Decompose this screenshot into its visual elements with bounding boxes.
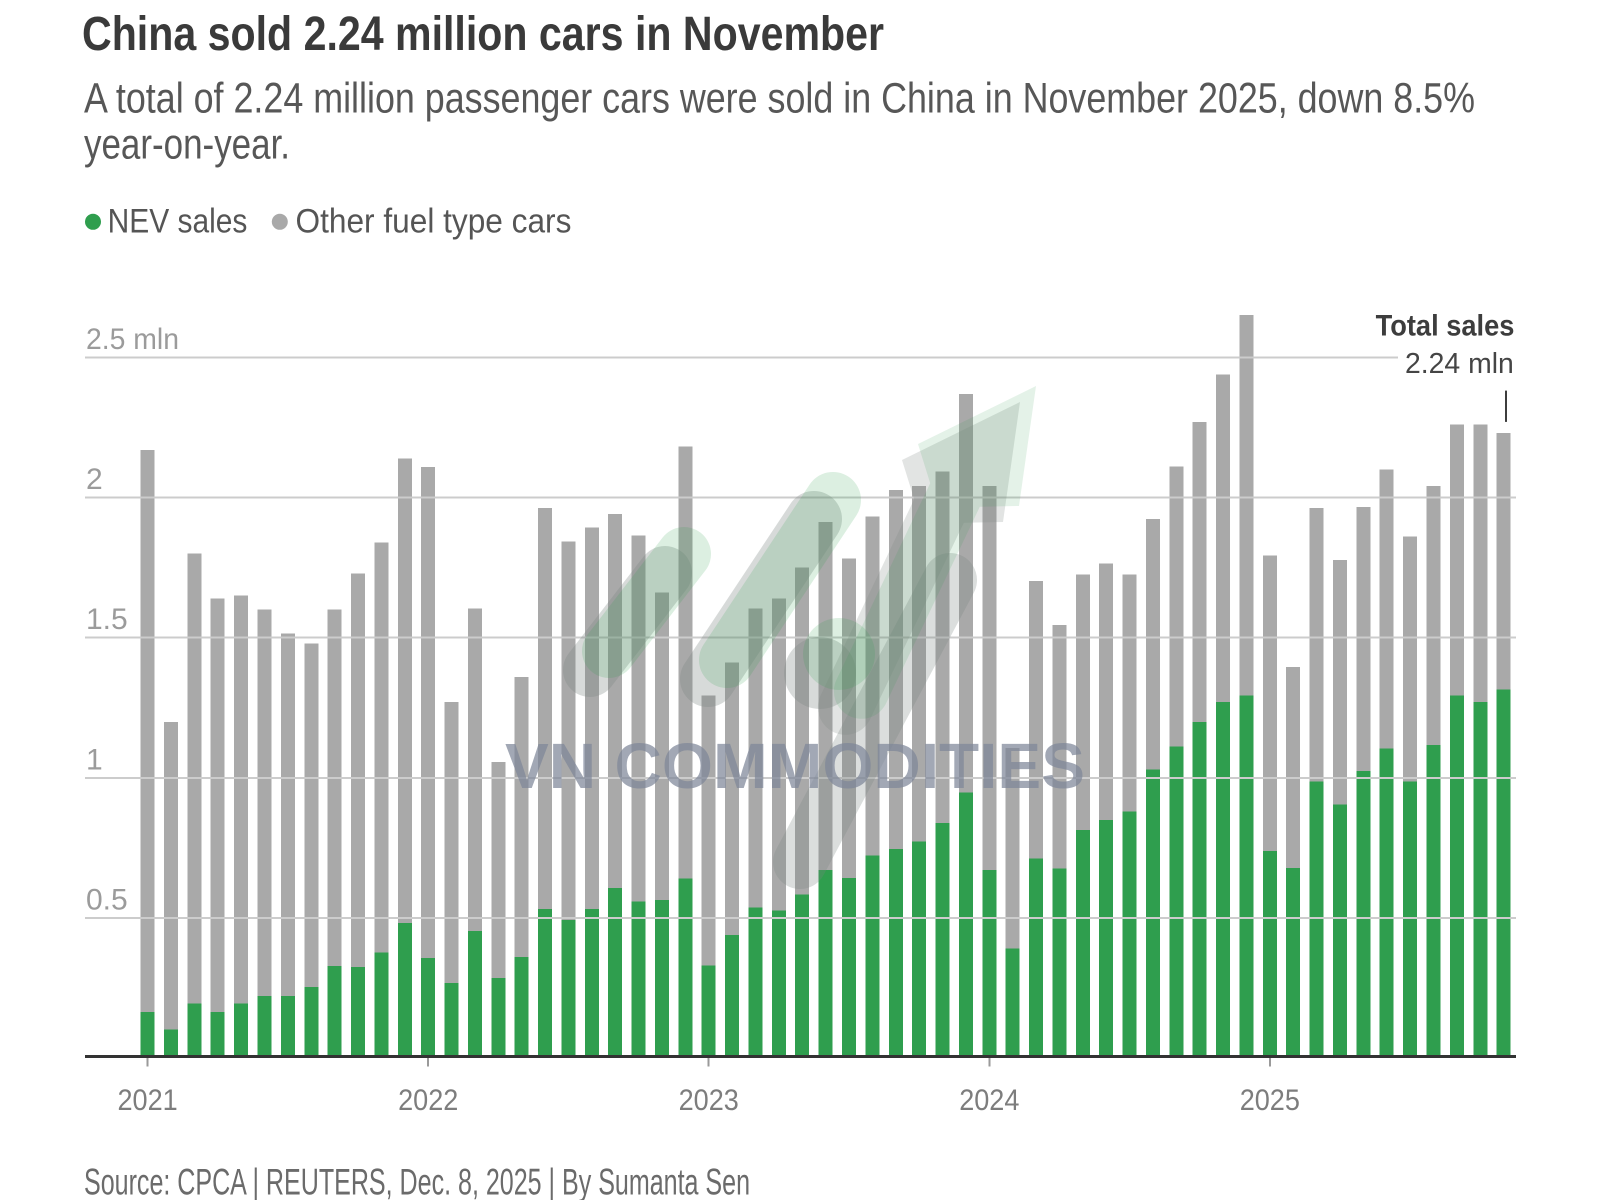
svg-text:China sold 2.24 million cars i: China sold 2.24 million cars in November (82, 8, 884, 61)
svg-text:1: 1 (86, 743, 103, 776)
svg-text:VN COMMODITIES: VN COMMODITIES (505, 730, 1085, 802)
svg-text:2023: 2023 (679, 1084, 739, 1117)
svg-text:Source: CPCA | REUTERS, Dec. 8: Source: CPCA | REUTERS, Dec. 8, 2025 | B… (84, 1162, 750, 1200)
svg-text:2: 2 (86, 463, 103, 496)
svg-text:A total of 2.24 million passen: A total of 2.24 million passenger cars w… (84, 74, 1475, 122)
svg-text:2.5 mln: 2.5 mln (86, 323, 179, 356)
svg-text:2022: 2022 (398, 1084, 458, 1117)
svg-text:Total sales: Total sales (1376, 310, 1515, 343)
svg-text:1.5: 1.5 (86, 603, 128, 636)
svg-text:2021: 2021 (118, 1084, 178, 1117)
svg-text:2.24 mln: 2.24 mln (1405, 348, 1514, 380)
svg-text:2024: 2024 (959, 1084, 1019, 1117)
svg-text:2025: 2025 (1240, 1084, 1300, 1117)
svg-text:0.5: 0.5 (86, 883, 128, 916)
svg-text:year-on-year.: year-on-year. (84, 120, 290, 168)
svg-text:NEV sales: NEV sales (108, 202, 248, 240)
svg-text:Other fuel type cars: Other fuel type cars (296, 202, 572, 240)
